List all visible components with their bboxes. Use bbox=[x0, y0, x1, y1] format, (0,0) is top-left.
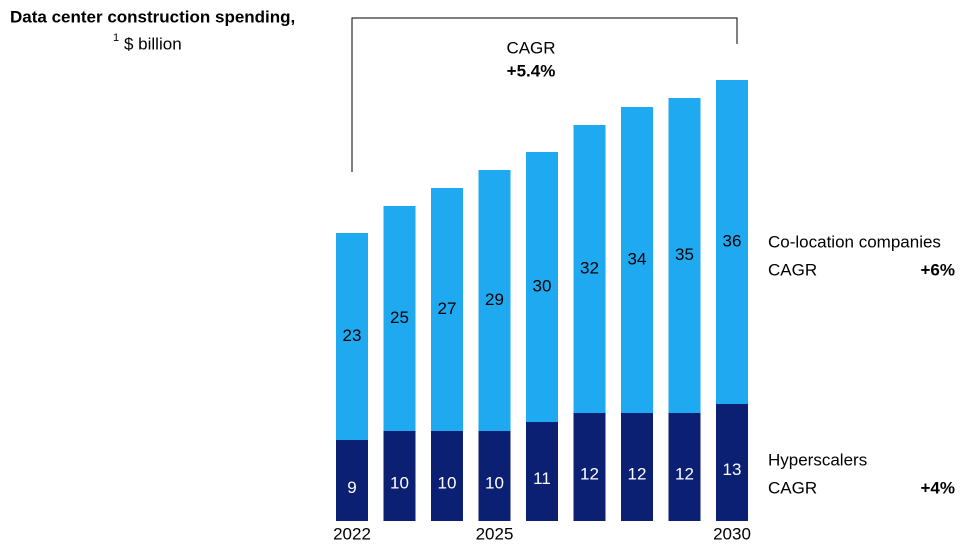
value-label: 11 bbox=[533, 469, 551, 488]
value-label: 27 bbox=[438, 299, 457, 318]
legend-cagr-label: CAGR bbox=[768, 260, 817, 279]
legend-cagr-value: +6% bbox=[921, 260, 956, 279]
bar-segment bbox=[668, 98, 701, 413]
bar-segment bbox=[478, 431, 511, 521]
value-label: 25 bbox=[390, 308, 409, 327]
cagr-label: CAGR bbox=[506, 38, 555, 57]
value-label: 12 bbox=[580, 464, 599, 483]
x-tick-label: 2022 bbox=[333, 524, 371, 543]
bar-segment bbox=[383, 206, 416, 431]
value-label: 12 bbox=[675, 464, 694, 483]
chart-unit: $ billion bbox=[124, 34, 182, 53]
value-label: 35 bbox=[675, 245, 694, 264]
x-tick-label: 2025 bbox=[476, 524, 514, 543]
bar-segment bbox=[621, 107, 653, 413]
legend-label: Co-location companies bbox=[768, 232, 941, 251]
bar-segment bbox=[431, 431, 463, 521]
legend-label: Hyperscalers bbox=[768, 450, 867, 469]
bar-segment bbox=[526, 152, 558, 422]
cagr-bracket bbox=[351, 17, 738, 172]
value-label: 10 bbox=[390, 473, 409, 492]
bar-segment bbox=[336, 233, 368, 440]
value-label: 32 bbox=[580, 258, 599, 277]
bar-segment bbox=[716, 404, 748, 521]
value-label: 12 bbox=[628, 464, 647, 483]
bar-segment bbox=[573, 413, 606, 521]
value-label: 30 bbox=[533, 276, 552, 295]
value-label: 23 bbox=[343, 326, 362, 345]
bar-segment bbox=[573, 125, 606, 413]
bar-segment bbox=[383, 431, 416, 521]
value-label: 10 bbox=[438, 473, 457, 492]
bar-segment bbox=[526, 422, 558, 521]
legend-cagr-value: +4% bbox=[921, 478, 956, 497]
legend-cagr-label: CAGR bbox=[768, 478, 817, 497]
value-label: 36 bbox=[723, 231, 742, 250]
bar-segment bbox=[716, 80, 748, 404]
bar-segment bbox=[336, 440, 368, 521]
chart-title: Data center construction spending, bbox=[10, 7, 295, 26]
title-footnote: 1 bbox=[113, 32, 119, 44]
value-label: 10 bbox=[485, 473, 504, 492]
cagr-value: +5.4% bbox=[507, 61, 556, 80]
value-label: 9 bbox=[347, 478, 356, 497]
bar-segment bbox=[478, 170, 511, 431]
bar-segment bbox=[668, 413, 701, 521]
value-label: 34 bbox=[628, 249, 647, 268]
value-label: 29 bbox=[485, 290, 504, 309]
value-label: 13 bbox=[723, 460, 742, 479]
bar-segment bbox=[431, 188, 463, 431]
bar-segment bbox=[621, 413, 653, 521]
x-tick-label: 2030 bbox=[713, 524, 751, 543]
